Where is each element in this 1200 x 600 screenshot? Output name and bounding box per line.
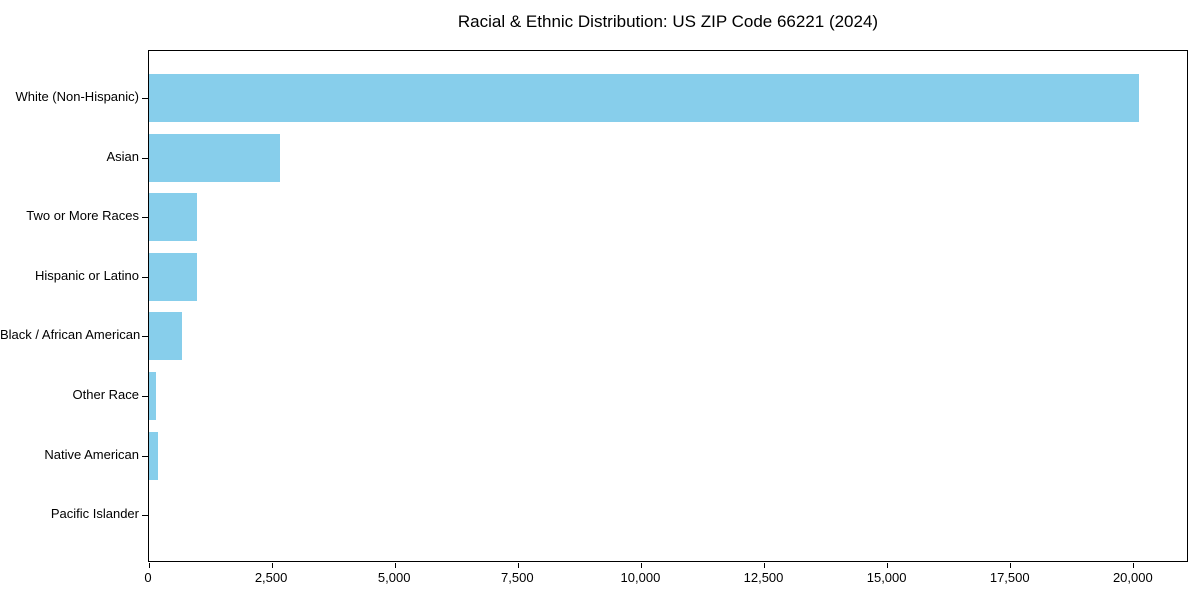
plot-area <box>142 50 1188 568</box>
x-tick <box>1010 563 1012 568</box>
bar-other-race <box>149 372 156 420</box>
x-tick <box>271 563 273 568</box>
x-tick-label-7500: 7,500 <box>501 570 534 585</box>
x-tick-label-15000: 15,000 <box>866 570 907 585</box>
y-tick <box>142 396 148 397</box>
y-tick-label-native-american: Native American <box>44 446 139 462</box>
bar-hispanic-or-latino <box>149 252 197 301</box>
x-tick-label-5000: 5,000 <box>377 570 411 585</box>
x-tick <box>640 563 642 568</box>
y-tick-label-two-or-more-races: Two or More Races <box>26 208 139 224</box>
x-tick-label-12500: 12,500 <box>743 570 784 585</box>
y-tick-label-white-non-hispanic: White (Non-Hispanic) <box>15 89 139 104</box>
y-tick <box>142 336 148 338</box>
bar-black-african-american <box>149 312 182 361</box>
bar-asian <box>149 133 281 182</box>
y-tick-label-pacific-islander: Pacific Islander <box>50 506 139 522</box>
x-tick <box>1133 563 1135 568</box>
x-tick <box>394 563 396 568</box>
chart-title: Racial & Ethnic Distribution: US ZIP Cod… <box>457 12 879 31</box>
bar-two-or-more-races <box>149 193 198 242</box>
y-tick-label-hispanic-or-latino: Hispanic or Latino <box>34 267 139 283</box>
x-tick-label-0: 0 <box>144 570 152 585</box>
x-tick-label-2500: 2,500 <box>254 570 288 585</box>
y-tick-label-black-african-american: Black / African American <box>0 327 141 343</box>
x-tick-label-20000: 20,000 <box>1112 570 1153 585</box>
y-tick <box>142 276 148 278</box>
bar-native-american <box>149 431 159 480</box>
bar-white-non-hispanic <box>149 74 1140 122</box>
x-tick <box>764 563 766 568</box>
y-tick <box>142 157 148 159</box>
y-tick <box>142 217 148 219</box>
x-tick <box>517 563 519 568</box>
x-tick <box>887 563 889 568</box>
y-tick-label-asian: Asian <box>106 148 139 164</box>
y-tick <box>142 98 148 99</box>
y-tick <box>142 515 148 517</box>
y-tick-label-other-race: Other Race <box>72 387 139 402</box>
x-tick <box>148 563 150 568</box>
x-tick-label-17500: 17,500 <box>989 570 1030 585</box>
x-tick-label-10000: 10,000 <box>620 570 661 585</box>
y-tick <box>142 455 148 457</box>
